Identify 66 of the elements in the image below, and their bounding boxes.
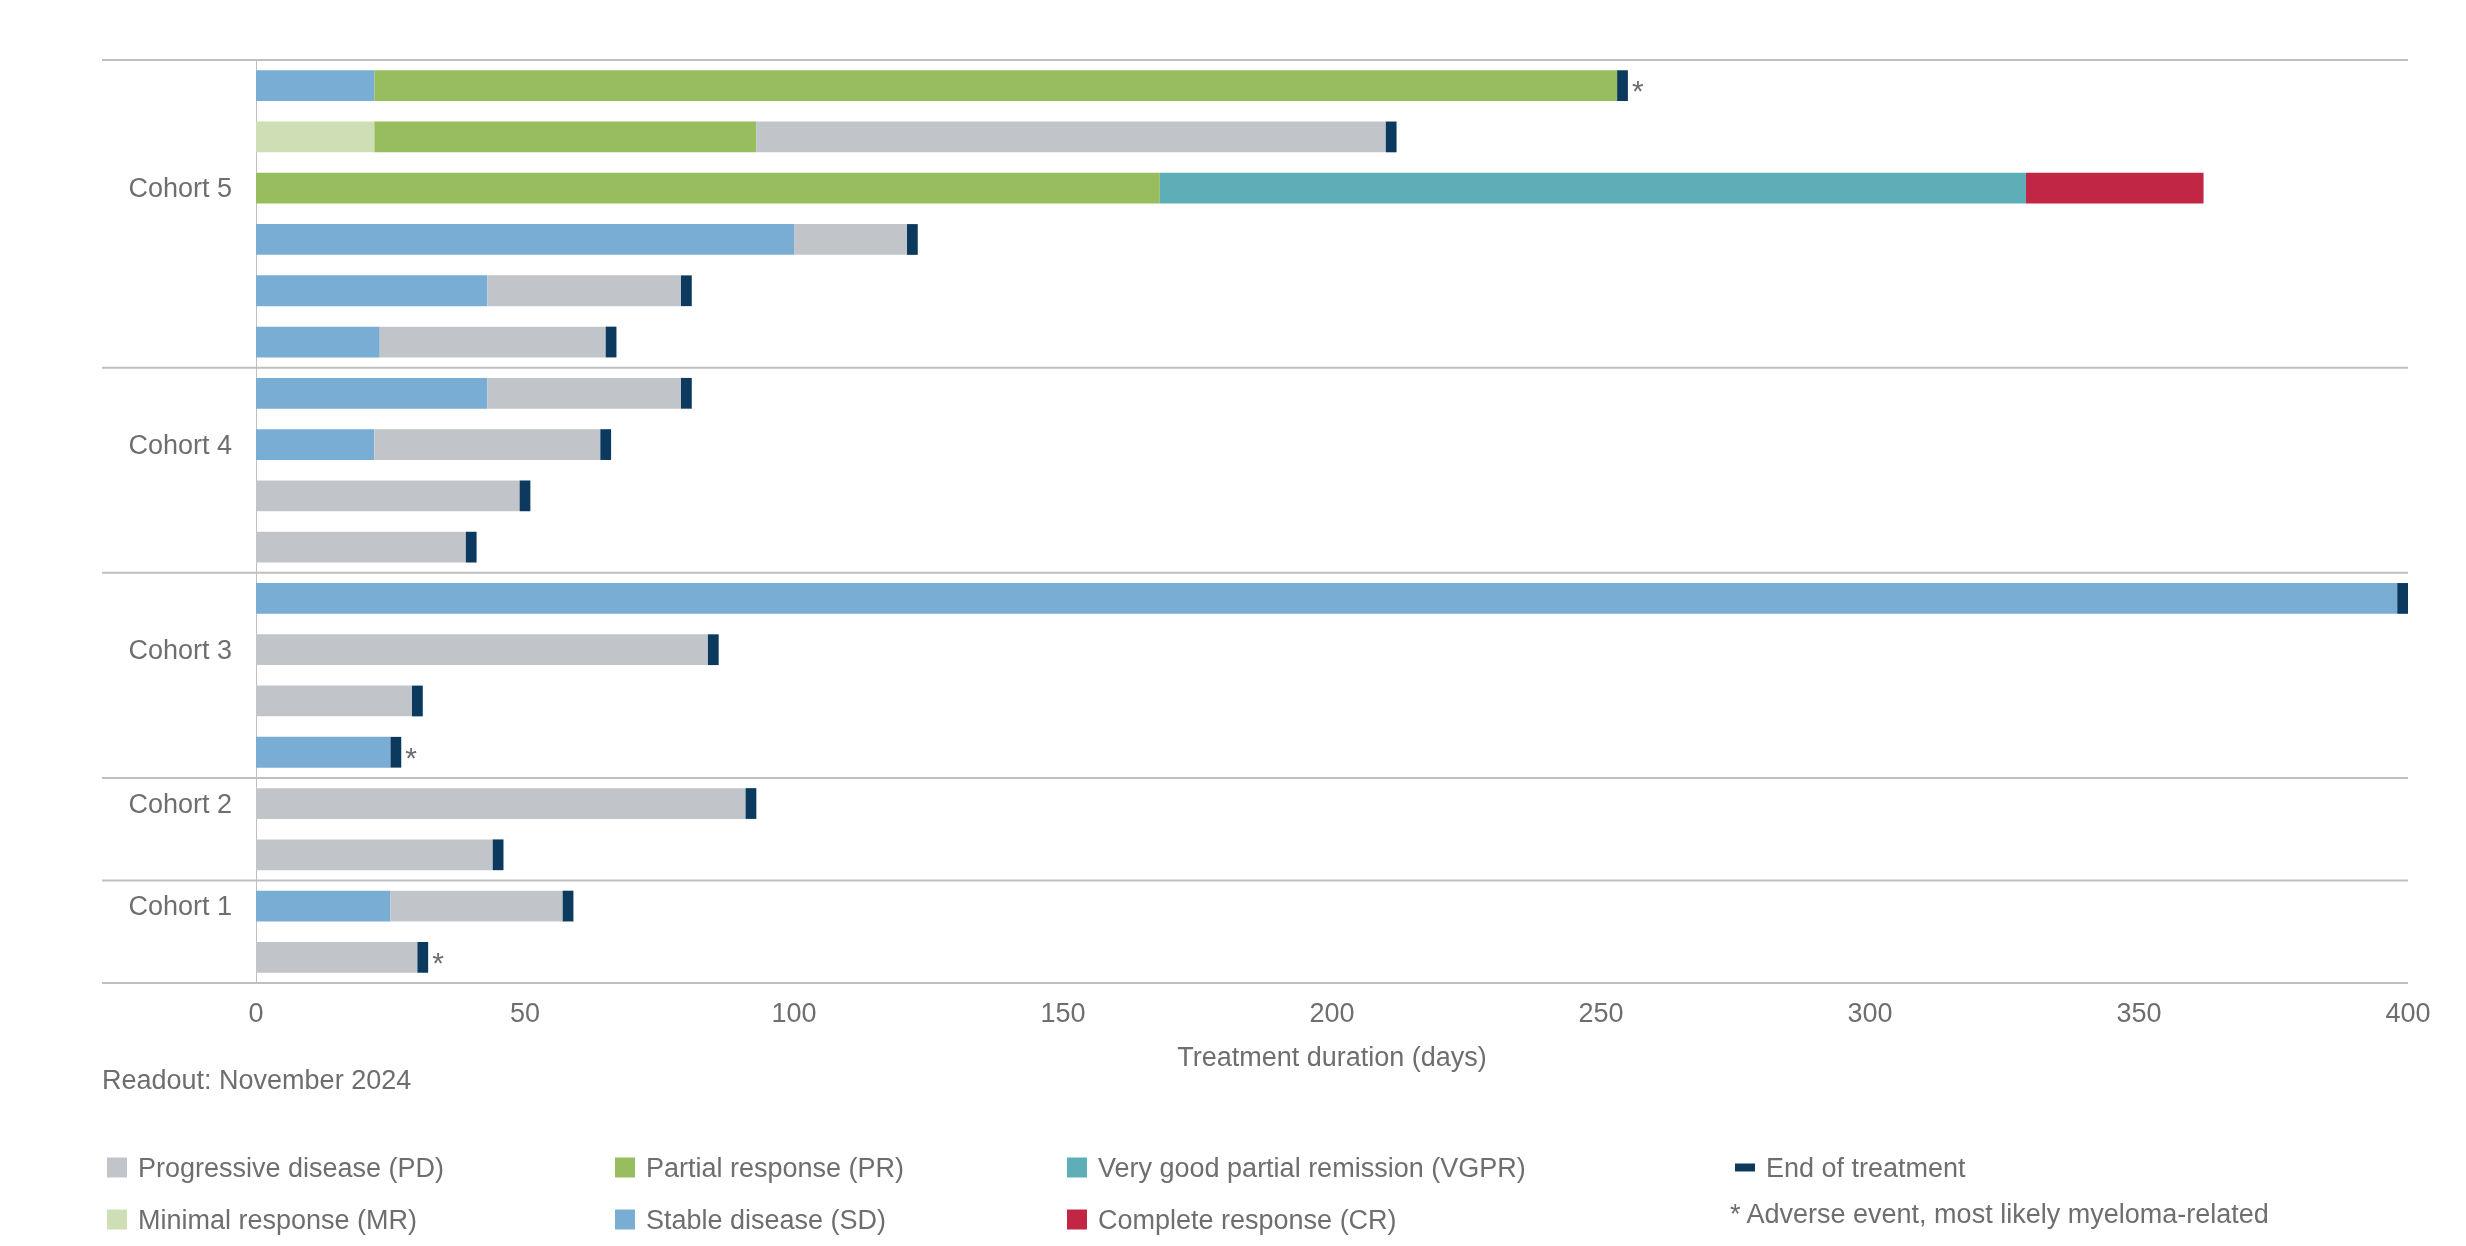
y-tick-label: Cohort 2 xyxy=(128,788,232,819)
data-label: * xyxy=(1631,74,1644,108)
legend-label: Minimal response (MR) xyxy=(138,1204,418,1235)
bar xyxy=(256,890,391,922)
bar xyxy=(2397,583,2408,614)
bar xyxy=(745,788,757,819)
data-label: * xyxy=(432,945,445,979)
bar xyxy=(2026,172,2204,204)
legend-label: Stable disease (SD) xyxy=(646,1204,887,1235)
bar xyxy=(492,839,504,871)
y-tick-label: Cohort 5 xyxy=(128,173,232,204)
y-tick-label: Cohort 4 xyxy=(128,429,232,460)
x-tick-label: 100 xyxy=(771,997,817,1028)
bar xyxy=(794,224,907,255)
bar xyxy=(256,224,794,255)
x-tick-label: 150 xyxy=(1040,997,1086,1028)
x-tick-label: 300 xyxy=(1847,997,1893,1028)
bar xyxy=(256,70,375,102)
bar xyxy=(417,941,429,973)
bar xyxy=(390,890,563,922)
bar xyxy=(1385,121,1397,153)
x-tick-label: 350 xyxy=(2116,997,2162,1028)
legend-label: Progressive disease (PD) xyxy=(138,1152,445,1183)
legend-label: Very good partial remission (VGPR) xyxy=(1098,1152,1526,1183)
text: * Adverse event, most likely myeloma-related xyxy=(1730,1198,2269,1229)
text: Readout: November 2024 xyxy=(102,1064,412,1095)
bar xyxy=(681,275,692,307)
x-tick-label: 250 xyxy=(1578,997,1624,1028)
bar xyxy=(256,121,375,153)
bar xyxy=(256,583,2398,614)
bar xyxy=(374,121,757,153)
bar xyxy=(465,531,477,563)
data-label: * xyxy=(405,740,418,774)
bar xyxy=(256,377,488,409)
bar xyxy=(681,377,692,409)
bar xyxy=(562,890,574,922)
x-tick-label: 0 xyxy=(248,997,264,1028)
legend-label: Partial response (PR) xyxy=(646,1152,905,1183)
x-tick-label: 400 xyxy=(2385,997,2431,1028)
bar xyxy=(1159,172,2027,204)
bar xyxy=(374,70,1618,102)
bar xyxy=(390,736,402,768)
bar xyxy=(487,275,682,307)
bar xyxy=(707,634,719,666)
bar xyxy=(256,275,488,307)
bar xyxy=(412,685,423,717)
bar xyxy=(605,326,617,358)
legend-label: Complete response (CR) xyxy=(1098,1204,1397,1235)
bar xyxy=(906,224,918,255)
x-axis-title: Treatment duration (days) xyxy=(1177,1041,1487,1072)
bar xyxy=(1617,70,1628,102)
bar xyxy=(379,326,606,358)
bar xyxy=(600,429,612,460)
bar xyxy=(487,377,682,409)
bar xyxy=(756,121,1386,153)
bar xyxy=(256,326,380,358)
bar xyxy=(256,736,391,768)
x-tick-label: 200 xyxy=(1309,997,1355,1028)
y-tick-label: Cohort 1 xyxy=(128,891,232,922)
bar xyxy=(519,480,531,512)
y-tick-label: Cohort 3 xyxy=(128,634,232,665)
bar xyxy=(256,172,1160,204)
x-tick-label: 50 xyxy=(509,997,541,1028)
legend-label: End of treatment xyxy=(1766,1152,1967,1183)
bar xyxy=(374,429,601,460)
bar xyxy=(256,429,375,460)
